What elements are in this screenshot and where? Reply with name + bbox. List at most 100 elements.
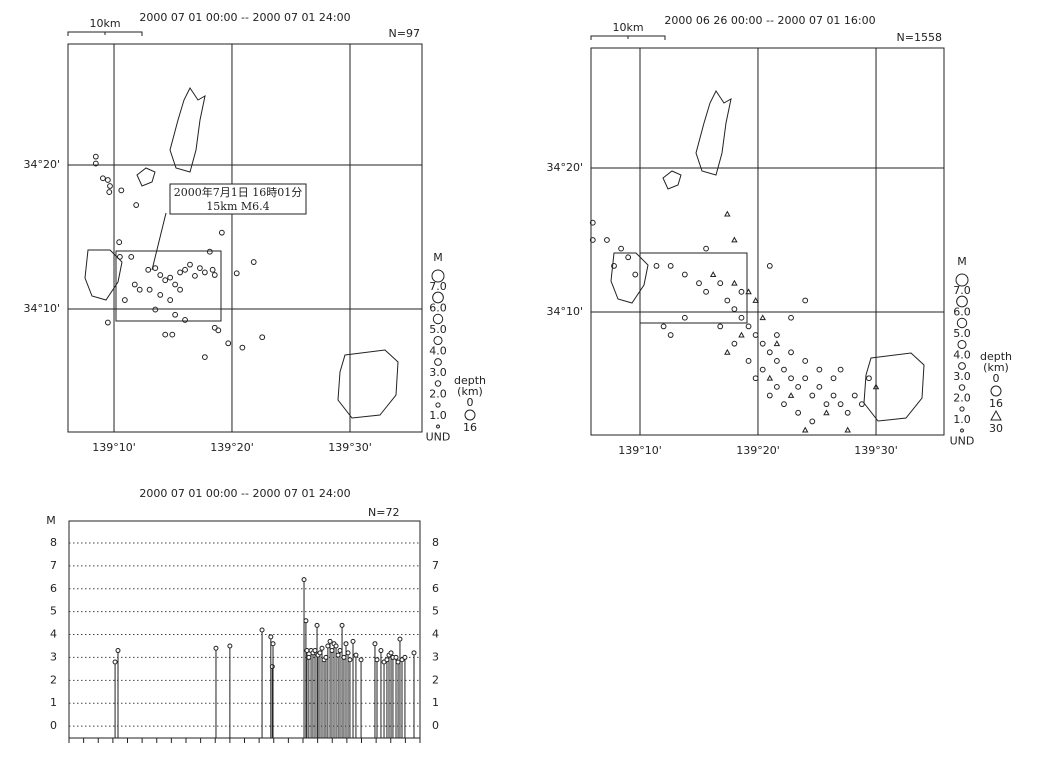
epicenter (703, 245, 709, 252)
epicenter (724, 297, 731, 304)
stem-head (213, 645, 219, 651)
epicenter (233, 270, 240, 277)
x-tick-label: 139°30' (854, 444, 898, 457)
epicenter (116, 239, 123, 246)
epicenter (169, 331, 176, 338)
x-tick-label: 139°20' (210, 441, 254, 454)
stem-head (112, 659, 118, 665)
island (662, 170, 682, 190)
legend-label: 0 (467, 396, 474, 409)
x-tick-label: 139°10' (92, 441, 136, 454)
epicenter (618, 245, 624, 252)
stem-head (319, 645, 325, 651)
legend-symbol (958, 384, 966, 391)
stem-head (337, 648, 343, 654)
legend-unit: (km) (983, 361, 1009, 374)
epicenter (788, 349, 794, 356)
legend-symbol (433, 335, 443, 346)
epicenter (167, 297, 174, 303)
epicenter (152, 306, 159, 313)
legend-label: 2.0 (953, 392, 971, 405)
legend-label: UND (426, 431, 451, 444)
epicenter (703, 288, 709, 295)
y-tick-label: 8 (432, 536, 439, 549)
annotation-leader (151, 212, 167, 271)
stem-head (335, 652, 341, 658)
epicenter (218, 229, 225, 236)
epicenter (766, 263, 773, 269)
legend-label: 0 (993, 372, 1000, 385)
epicenter (787, 392, 795, 398)
island (136, 167, 156, 187)
epicenter (759, 314, 766, 321)
y-tick-label: 34°10' (546, 305, 583, 318)
epicenter (116, 253, 123, 260)
epicenter (745, 358, 752, 364)
epicenter (731, 340, 738, 347)
y-tick-label: 7 (50, 559, 57, 572)
epicenter (801, 426, 809, 433)
scale-bar (67, 31, 143, 36)
epicenter (759, 340, 766, 347)
x-tick-label: 139°10' (618, 444, 662, 457)
epicenter (681, 314, 688, 321)
epicenter (192, 272, 198, 279)
epicenter (182, 317, 188, 323)
epicenter (162, 277, 169, 284)
stem-head (341, 654, 347, 660)
epicenter (844, 409, 851, 416)
legend-title: depth (980, 350, 1012, 363)
stem-head (314, 622, 320, 628)
legend-symbol (956, 317, 968, 329)
epicenter (681, 271, 688, 278)
epicenter (172, 311, 179, 318)
epicenter (206, 248, 213, 255)
epicenter (752, 375, 759, 382)
epicenter (625, 254, 632, 261)
epicenter (724, 348, 731, 355)
legend-label: 4.0 (429, 345, 447, 358)
annotation-box (169, 183, 307, 215)
epicenter (225, 340, 232, 347)
epicenter (589, 219, 596, 226)
epicenter (106, 189, 113, 195)
x-tick-label: 139°20' (736, 444, 780, 457)
epicenter (667, 263, 674, 269)
y-tick-label: 6 (50, 582, 57, 595)
epicenter (604, 237, 610, 243)
legend-symbol (431, 269, 445, 283)
epicenter (107, 183, 113, 189)
stem-head (327, 638, 333, 644)
y-tick-label: 2 (432, 673, 439, 686)
stem-head (347, 657, 353, 663)
islands-map-1 (84, 87, 399, 419)
epicenter (816, 366, 823, 373)
stem-head (323, 654, 329, 660)
legend-title: M (957, 255, 967, 268)
stem-head (397, 636, 403, 642)
stem-head (304, 648, 310, 654)
y-tick-label: 6 (432, 582, 439, 595)
epicenter (104, 177, 111, 183)
stem-head (268, 634, 274, 640)
legend-symbol (434, 380, 442, 387)
y-tick-label: 34°20' (23, 158, 60, 171)
legend-symbol (432, 291, 444, 304)
stem-head (227, 643, 233, 649)
stem-head (393, 654, 399, 660)
epicenter (745, 323, 752, 330)
scale-label: 10km (612, 21, 643, 34)
stem-head (259, 627, 265, 633)
legend-label: 16 (989, 397, 1003, 410)
epicenter (145, 266, 152, 273)
stem-head (372, 641, 378, 647)
legend-label: 2.0 (429, 388, 447, 401)
stem-head (270, 641, 276, 647)
epicenter (136, 286, 143, 293)
epicenter (632, 271, 639, 278)
epicenter (92, 153, 99, 160)
legend-symbol (959, 406, 965, 412)
epicenter (653, 263, 660, 269)
stem-head (358, 657, 364, 663)
